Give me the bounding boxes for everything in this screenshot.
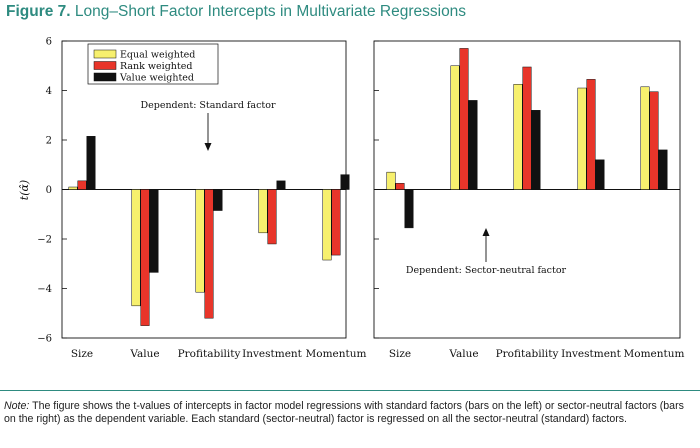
- bar-left-investment-3: [276, 180, 286, 190]
- legend-label: Rank weighted: [120, 61, 192, 72]
- bar-left-size-3: [86, 136, 96, 190]
- bar-left-value-2: [140, 189, 150, 326]
- bar-left-value-3: [149, 189, 159, 273]
- bar-right-value-2: [459, 48, 469, 190]
- bar-chart: Size Value Profitability Investment Momentum…: [18, 37, 685, 361]
- bar-left-value-1: [131, 189, 141, 307]
- legend-swatch-2: [93, 61, 117, 70]
- bar-right-profitability-1: [513, 84, 523, 190]
- y-tick-label: 2: [46, 136, 52, 147]
- bar-left-size-1: [68, 186, 78, 190]
- legend-label: Value weighted: [119, 73, 194, 84]
- legend-swatch-1: [93, 49, 117, 59]
- figure-label: Figure 7.: [6, 3, 71, 20]
- bar-right-profitability-3: [531, 110, 541, 190]
- bar-right-size-1: [386, 171, 396, 190]
- x-tick-label: Momentum: [624, 348, 685, 360]
- annotation-arrow-head: [204, 143, 212, 151]
- bar-right-investment-3: [595, 159, 605, 190]
- bar-right-value-3: [468, 100, 478, 190]
- annotation-standard: Dependent: Standard factor: [141, 100, 276, 111]
- x-tick-label: Investment: [561, 348, 622, 360]
- x-tick-label: Size: [389, 348, 411, 360]
- figure-title-text: Long–Short Factor Intercepts in Multivar…: [74, 3, 467, 20]
- annotation-sector-neutral: Dependent: Sector-neutral factor: [406, 265, 567, 276]
- bar-right-momentum-3: [658, 149, 668, 190]
- bar-left-profitability-2: [204, 189, 214, 319]
- annotation-arrow-head: [482, 228, 490, 236]
- bar-right-profitability-2: [522, 66, 532, 190]
- x-tick-label: Size: [71, 348, 93, 360]
- figure-title: Figure 7. Long–Short Factor Intercepts i…: [6, 3, 466, 21]
- bar-right-investment-2: [586, 79, 596, 190]
- x-tick-label: Value: [448, 348, 478, 360]
- bar-left-momentum-3: [340, 174, 350, 190]
- bar-left-investment-1: [258, 189, 268, 234]
- x-tick-label: Profitability: [178, 348, 241, 360]
- note-text: The figure shows the t-values of interce…: [4, 400, 684, 426]
- bar-right-size-2: [395, 183, 405, 190]
- legend-label: Equal weighted: [120, 50, 195, 61]
- bar-left-size-2: [77, 180, 87, 190]
- bar-right-value-1: [450, 65, 460, 190]
- x-tick-label: Profitability: [496, 348, 559, 360]
- bar-left-investment-2: [267, 189, 277, 245]
- y-tick-label: −6: [37, 334, 52, 345]
- x-tick-label: Value: [129, 348, 159, 360]
- y-tick-label: 0: [46, 185, 52, 196]
- figure-note: Note: The figure shows the t-values of i…: [4, 400, 694, 426]
- y-tick-label: 4: [46, 86, 52, 97]
- bar-right-momentum-2: [649, 91, 659, 190]
- y-axis-label: t(α̂): [18, 180, 31, 200]
- bar-right-size-3: [404, 189, 414, 229]
- y-tick-label: −4: [37, 284, 52, 295]
- note-label: Note:: [4, 400, 30, 412]
- bar-left-profitability-1: [195, 189, 205, 293]
- y-tick-label: −2: [37, 235, 52, 246]
- x-tick-label: Investment: [242, 348, 303, 360]
- bar-left-momentum-1: [322, 189, 332, 261]
- divider: [0, 390, 700, 391]
- bar-left-momentum-2: [331, 189, 341, 256]
- y-tick-label: 6: [46, 37, 52, 48]
- bar-right-momentum-1: [640, 86, 650, 190]
- x-tick-label: Momentum: [306, 348, 367, 360]
- bar-left-profitability-3: [213, 189, 223, 211]
- bar-right-investment-1: [577, 87, 587, 190]
- legend-swatch-3: [93, 72, 117, 82]
